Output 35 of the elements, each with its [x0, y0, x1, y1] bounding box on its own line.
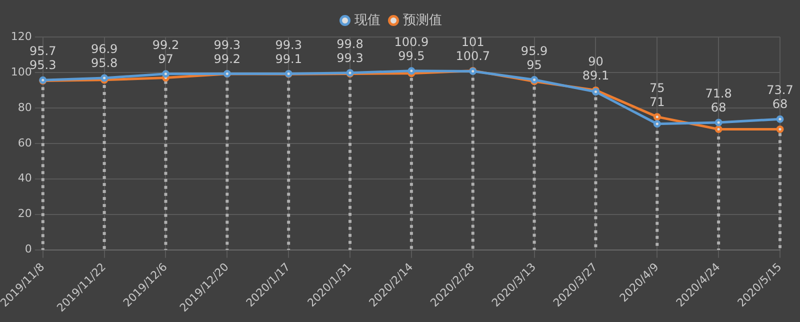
data-label: 99.3	[214, 38, 241, 52]
data-label: 99.3	[275, 38, 302, 52]
y-tick-label: 100	[10, 65, 32, 78]
data-label: 96.9	[90, 42, 118, 56]
data-label: 99.2	[152, 38, 180, 52]
y-tick-label: 120	[10, 30, 32, 43]
data-label: 90	[588, 54, 604, 68]
data-label: 95.7	[30, 44, 56, 58]
data-label: 95	[526, 58, 542, 72]
data-label: 100.7	[456, 48, 490, 63]
data-label: 95.9	[520, 44, 548, 58]
data-label: 100.9	[394, 35, 429, 49]
y-tick-label: 0	[24, 242, 32, 256]
data-label: 71.8	[705, 86, 732, 101]
data-label: 99.5	[398, 49, 425, 63]
y-tick-label: 20	[18, 207, 32, 220]
data-label: 75	[650, 80, 665, 95]
y-tick-label: 60	[18, 136, 32, 150]
data-label: 101	[461, 34, 484, 49]
data-label: 89.1	[582, 68, 610, 82]
data-label: 99.2	[214, 52, 241, 66]
legend-label: 预测值	[403, 12, 442, 28]
legend-label: 现值	[354, 12, 380, 28]
y-tick-label: 80	[18, 100, 32, 114]
data-label: 95.8	[90, 56, 118, 70]
data-label: 68	[772, 97, 788, 112]
data-label: 73.7	[766, 83, 794, 98]
data-label: 99.1	[275, 52, 302, 66]
y-tick-label: 40	[18, 172, 32, 185]
data-label: 99.3	[336, 50, 364, 65]
data-label: 99.8	[336, 36, 364, 51]
data-label: 95.3	[30, 58, 56, 72]
data-label: 97	[158, 52, 174, 66]
data-label: 68	[710, 100, 726, 115]
data-label: 71	[650, 94, 665, 109]
